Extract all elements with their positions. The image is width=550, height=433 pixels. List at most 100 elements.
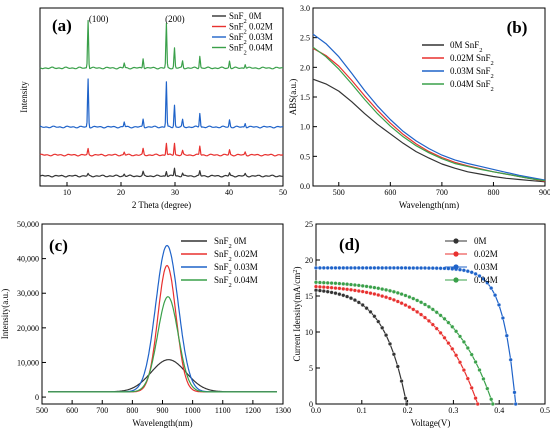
jv-point bbox=[485, 280, 490, 285]
x-tick-label: 700 bbox=[96, 406, 108, 415]
jv-point bbox=[352, 298, 357, 303]
x-tick-label: 600 bbox=[66, 406, 78, 415]
jv-point bbox=[372, 265, 377, 270]
jv-point bbox=[477, 367, 482, 373]
jv-point bbox=[333, 291, 338, 296]
jv-point bbox=[485, 386, 490, 391]
x-tick-label: 700 bbox=[436, 188, 448, 197]
y-tick-label: 0 bbox=[309, 400, 313, 409]
jv-point bbox=[403, 396, 408, 401]
x-tick-label: 500 bbox=[36, 406, 48, 415]
jv-point bbox=[465, 345, 470, 351]
panel-label-d: (d) bbox=[339, 235, 360, 254]
jv-point bbox=[376, 319, 381, 324]
jv-point bbox=[404, 401, 409, 407]
legend-label: 0.02M bbox=[474, 249, 498, 259]
jv-point bbox=[368, 309, 373, 314]
jv-point bbox=[461, 339, 466, 344]
x-tick-label: 10 bbox=[63, 188, 71, 197]
jv-point bbox=[391, 297, 396, 302]
jv-point bbox=[454, 353, 459, 358]
jv-point bbox=[461, 368, 466, 373]
jv-point bbox=[446, 341, 451, 346]
y-tick-label: 30,000 bbox=[17, 289, 39, 298]
jv-point bbox=[337, 281, 342, 286]
x-axis-label: Voltage(V) bbox=[411, 418, 451, 428]
jv-point bbox=[325, 280, 330, 285]
x-tick-label: 20 bbox=[117, 188, 125, 197]
jv-point bbox=[364, 290, 369, 295]
jv-point bbox=[419, 265, 424, 271]
jv-point bbox=[457, 360, 463, 365]
jv-point bbox=[446, 320, 451, 325]
panel-d-frame bbox=[315, 223, 546, 405]
x-tick-label: 1300 bbox=[275, 406, 291, 415]
jv-point bbox=[321, 280, 326, 285]
jv-point bbox=[313, 265, 319, 270]
jv-series-1 bbox=[315, 286, 479, 405]
jv-point bbox=[426, 266, 431, 271]
jv-point bbox=[360, 289, 365, 294]
jv-point bbox=[473, 271, 478, 276]
y-tick-label: 10 bbox=[305, 328, 313, 337]
jv-point bbox=[430, 322, 435, 327]
panel-label-c: (c) bbox=[49, 236, 68, 255]
jv-point bbox=[430, 266, 435, 271]
jv-point bbox=[399, 379, 404, 384]
jv-point bbox=[438, 313, 443, 318]
y-tick-label: 25 bbox=[305, 220, 313, 229]
jv-point bbox=[329, 281, 334, 286]
jv-point bbox=[442, 335, 447, 340]
jv-point bbox=[403, 303, 408, 308]
jv-series-0 bbox=[315, 289, 408, 405]
jv-point bbox=[360, 265, 365, 270]
y-axis-label: Current Idensity(mA/cm2) bbox=[292, 267, 303, 362]
y-axis-label: Intensity(a.u.) bbox=[0, 289, 10, 339]
jv-point bbox=[348, 282, 354, 287]
jv-point bbox=[345, 282, 350, 287]
jv-point bbox=[337, 265, 342, 270]
jv-point bbox=[317, 280, 322, 285]
legend-label: SnF2 0M bbox=[229, 11, 262, 25]
y-axis-label: Intensity bbox=[19, 81, 29, 113]
jv-point bbox=[345, 294, 350, 299]
jv-point bbox=[376, 265, 381, 270]
jv-point bbox=[395, 290, 400, 295]
jv-point bbox=[434, 326, 439, 331]
jv-point bbox=[384, 265, 389, 270]
jv-series-3 bbox=[315, 281, 494, 405]
jv-point bbox=[473, 359, 478, 365]
jv-point bbox=[380, 294, 385, 299]
peak-annotation: (100) bbox=[89, 14, 109, 24]
jv-point bbox=[321, 285, 326, 290]
x-axis-label: 2 Theta (degree) bbox=[132, 200, 191, 210]
jv-point bbox=[399, 301, 404, 306]
jv-point bbox=[313, 284, 319, 289]
panel-a: 10 20 30 40 50 2 Theta (degree) Intensity (100)… bbox=[19, 7, 287, 210]
jv-point bbox=[395, 364, 400, 369]
x-tick-label: 40 bbox=[225, 188, 233, 197]
jv-point bbox=[457, 334, 463, 339]
y-tick-label: 0.0 bbox=[300, 182, 310, 191]
jv-point bbox=[317, 288, 322, 293]
jv-point bbox=[345, 287, 350, 292]
y-tick-label: 1.0 bbox=[300, 123, 310, 132]
x-axis-label: Wavelength(nm) bbox=[399, 200, 459, 210]
jv-point bbox=[426, 304, 431, 309]
jv-point bbox=[387, 296, 393, 301]
y-tick-label: 5 bbox=[309, 364, 313, 373]
jv-point bbox=[364, 265, 369, 270]
y-tick-label: 40,000 bbox=[17, 255, 39, 264]
jv-point bbox=[356, 288, 361, 294]
legend-label: SnF2 0M bbox=[214, 236, 247, 250]
x-tick-label: 0.5 bbox=[540, 406, 550, 415]
legend-marker bbox=[453, 251, 459, 257]
jv-point bbox=[380, 265, 385, 270]
jv-point bbox=[407, 294, 412, 300]
jv-point bbox=[356, 283, 361, 288]
jv-point bbox=[469, 352, 474, 357]
jv-point bbox=[341, 281, 346, 286]
y-tick-label: 20,000 bbox=[17, 324, 39, 333]
legend-label: 0.04M SnF2 bbox=[450, 79, 494, 93]
